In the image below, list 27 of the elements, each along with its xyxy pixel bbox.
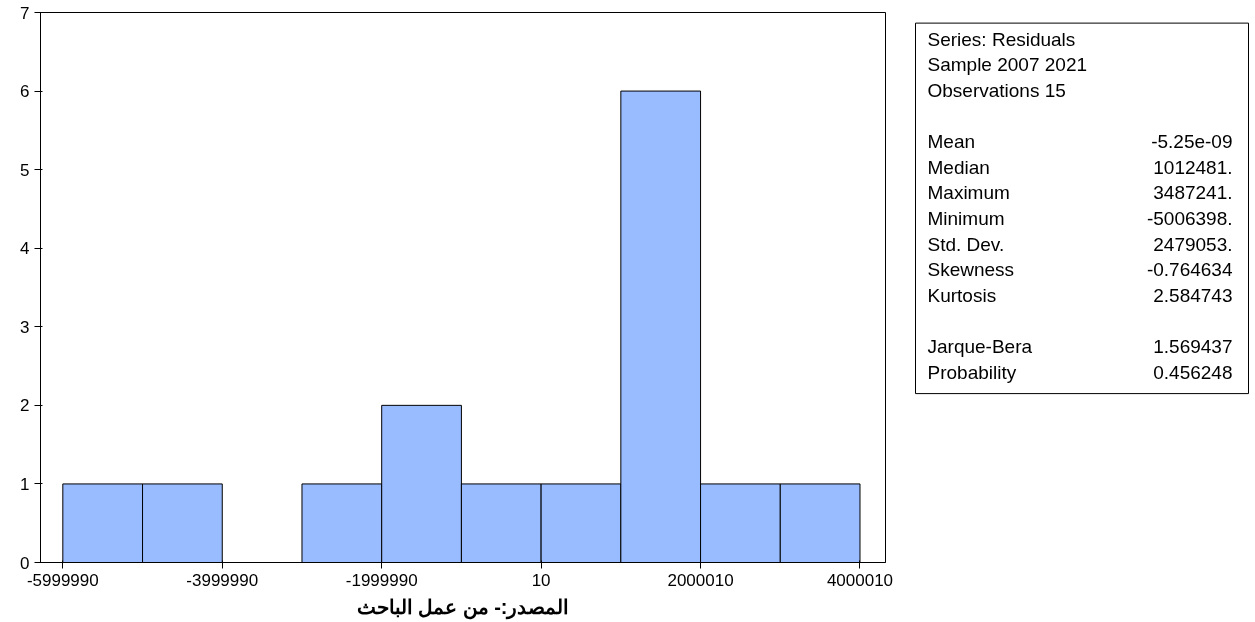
text: Observations 15 [927,79,1066,101]
text: Median 1012481. [927,156,1233,178]
text: المصدر:- من عمل الباحث [356,595,570,620]
text: Skewness -0.764634 [927,259,1233,281]
y-tick-label: 1 [20,474,30,494]
x-tick-label: 10 [531,570,551,590]
x-tick-label: -5999990 [26,570,99,590]
text: Mean -5.25e-09 [927,131,1233,153]
x-tick-label: 2000010 [667,570,734,590]
y-tick-label: 3 [20,317,30,337]
y-tick-label: 0 [20,553,30,573]
y-tick-label: 4 [20,239,30,259]
text: Minimum -5006398. [927,208,1233,230]
text: Kurtosis 2.584743 [927,284,1233,306]
text: Probability 0.456248 [927,361,1233,383]
y-tick-label: 2 [20,396,30,416]
text: Series: Residuals [927,28,1076,50]
y-tick-label: 7 [20,3,30,23]
y-tick-label: 5 [20,160,30,180]
text: Std. Dev. 2479053. [927,233,1233,255]
x-tick-label: 4000010 [826,570,894,590]
text: Sample 2007 2021 [927,54,1088,76]
y-tick-label: 6 [20,82,30,102]
x-tick-label: -1999990 [345,570,418,590]
x-tick-label: -3999990 [186,570,259,590]
text: Jarque-Bera 1.569437 [927,336,1233,358]
text: Maximum 3487241. [927,182,1233,204]
